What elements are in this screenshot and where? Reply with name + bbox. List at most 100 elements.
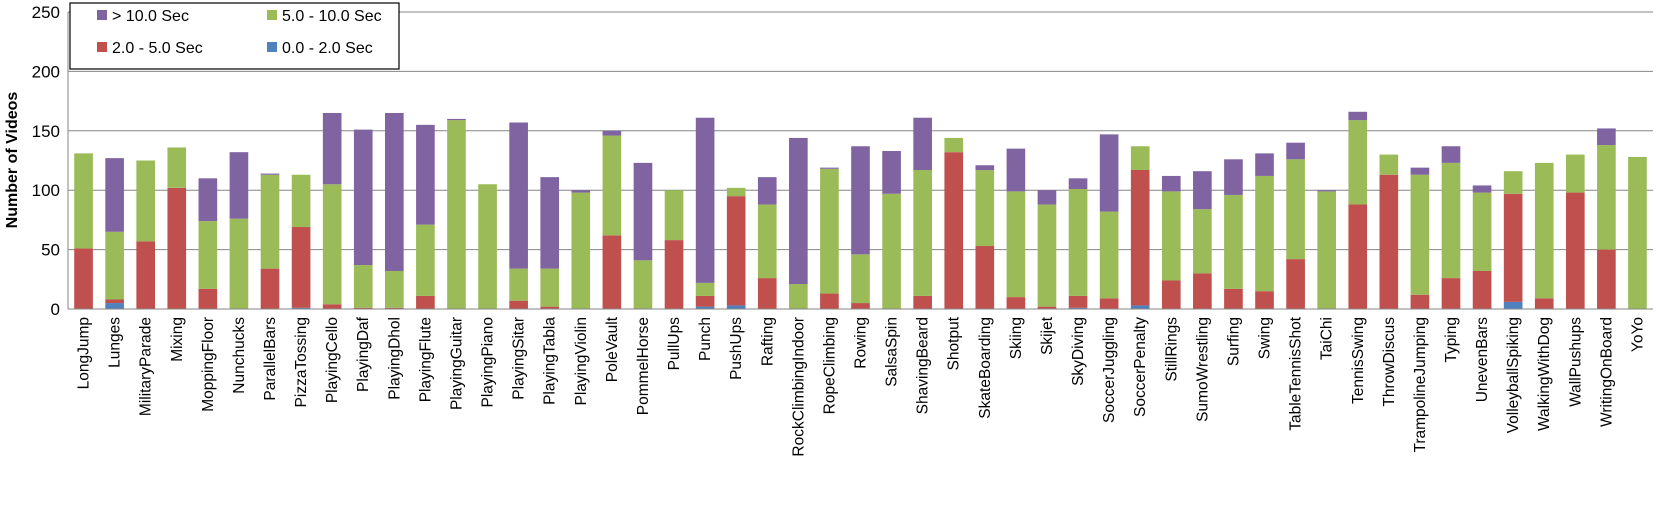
x-category-label: Rafting xyxy=(759,317,776,366)
bar-segment-PlayingSitar-2 xyxy=(509,268,528,301)
bar-segment-LongJump-1 xyxy=(74,248,93,309)
bar-segment-Mixing-1 xyxy=(167,187,187,309)
bar-segment-PlayingDhol-3 xyxy=(385,112,404,271)
bar-segment-SumoWrestling-3 xyxy=(1193,171,1212,210)
bar-segment-ParallelBars-1 xyxy=(260,268,280,309)
bar-segment-Lunges-3 xyxy=(105,158,124,232)
bar-segment-PlayingFlute-3 xyxy=(416,124,435,225)
bar-segment-PushUps-0 xyxy=(726,305,746,309)
bar-segment-SoccerPenalty-2 xyxy=(1130,146,1150,171)
bar-segment-Punch-2 xyxy=(695,282,715,296)
bar-segment-PlayingTabla-2 xyxy=(540,268,560,307)
bar-segment-Punch-1 xyxy=(695,295,715,307)
bar-segment-ShavingBeard-3 xyxy=(913,117,932,171)
bar-segment-PizzaTossing-1 xyxy=(291,227,311,308)
bar-segment-WallPushups-1 xyxy=(1565,192,1585,309)
bar-segment-Skijet-3 xyxy=(1037,190,1057,205)
x-category-label: Mixing xyxy=(169,317,186,362)
x-category-label: PlayingPiano xyxy=(480,317,497,407)
bar-segment-TennisSwing-1 xyxy=(1348,204,1368,309)
bar-segment-SumoWrestling-1 xyxy=(1193,273,1212,309)
bar-segment-SoccerJuggling-3 xyxy=(1099,134,1119,212)
legend-label: 5.0 - 10.0 Sec xyxy=(282,8,382,25)
bar-segment-UnevenBars-1 xyxy=(1472,270,1492,309)
x-category-label: MoppingFloor xyxy=(200,317,217,412)
bar-segment-Nunchucks-3 xyxy=(229,152,249,219)
bar-segment-PlayingCello-3 xyxy=(322,112,342,185)
bar-segment-ThrowDiscus-1 xyxy=(1379,174,1399,309)
bar-segment-YoYo-2 xyxy=(1628,156,1647,309)
bar-segment-SalsaSpin-3 xyxy=(882,150,901,194)
x-category-label: PlayingSitar xyxy=(511,317,528,400)
legend: > 10.0 Sec 5.0 - 10.0 Sec 2.0 - 5.0 Sec 0.0… xyxy=(69,2,400,70)
bar-segment-SkyDiving-0 xyxy=(1068,307,1088,309)
x-category-label: PlayingCello xyxy=(324,317,341,403)
x-category-label: ThrowDiscus xyxy=(1381,317,1398,407)
x-category-label: PizzaTossing xyxy=(293,317,310,407)
bar-segment-Skiing-3 xyxy=(1006,148,1026,192)
bar-segment-TaiChi-3 xyxy=(1317,190,1336,192)
x-category-label: UnevenBars xyxy=(1474,317,1491,403)
bar-segment-TrampolineJumping-2 xyxy=(1410,174,1430,295)
bar-segment-SoccerPenalty-0 xyxy=(1130,305,1150,309)
legend-swatch xyxy=(97,10,107,20)
x-category-label: TableTennisShot xyxy=(1288,316,1305,430)
bar-segment-Rowing-2 xyxy=(851,254,870,304)
y-tick-labels: 0 50 100 150 200 250 xyxy=(32,3,60,319)
bar-segment-PlayingFlute-2 xyxy=(416,224,435,296)
bar-segment-PlayingCello-2 xyxy=(322,184,342,305)
bars xyxy=(74,111,1647,309)
y-axis-title: Number of Videos xyxy=(4,92,21,229)
bar-segment-SalsaSpin-2 xyxy=(882,193,901,309)
bar-segment-Shotput-1 xyxy=(944,152,964,309)
bar-segment-StillRings-2 xyxy=(1161,191,1181,281)
x-category-label: Surfing xyxy=(1225,317,1242,366)
y-tick-label: 200 xyxy=(32,62,60,81)
bar-segment-RopeClimbing-2 xyxy=(820,168,839,294)
bar-segment-Shotput-2 xyxy=(944,137,964,153)
bar-segment-PullUps-2 xyxy=(664,190,684,241)
x-category-label: PlayingDhol xyxy=(386,317,403,400)
bar-segment-Skiing-2 xyxy=(1006,191,1026,298)
bar-segment-SoccerJuggling-1 xyxy=(1099,298,1119,309)
x-category-label: PlayingFlute xyxy=(417,317,434,402)
y-tick-label: 100 xyxy=(32,181,60,200)
x-category-label: Punch xyxy=(697,317,714,361)
bar-segment-PlayingDaf-2 xyxy=(353,265,373,308)
bar-segment-PommelHorse-2 xyxy=(633,260,653,309)
bar-segment-Surfing-3 xyxy=(1224,159,1243,195)
bar-segment-LongJump-2 xyxy=(74,153,93,249)
bar-segment-Skijet-1 xyxy=(1037,306,1057,309)
bar-segment-Typing-2 xyxy=(1441,162,1461,279)
bar-segment-PommelHorse-3 xyxy=(633,162,653,261)
bar-segment-PushUps-1 xyxy=(726,196,746,306)
x-category-label: SumoWrestling xyxy=(1194,317,1211,422)
bar-segment-PizzaTossing-2 xyxy=(291,174,311,228)
bar-segment-PlayingViolin-2 xyxy=(571,192,591,309)
x-category-label: WritingOnBoard xyxy=(1598,317,1615,427)
x-category-label: VolleyballSpiking xyxy=(1505,317,1522,433)
x-category-label: SoccerJuggling xyxy=(1101,317,1118,423)
bar-segment-MilitaryParade-1 xyxy=(136,241,156,309)
x-category-label: MilitaryParade xyxy=(138,317,155,416)
bar-segment-UnevenBars-3 xyxy=(1472,185,1492,193)
bar-segment-PlayingDaf-3 xyxy=(353,129,373,266)
x-category-label: Swing xyxy=(1257,317,1274,359)
bar-segment-SkateBoarding-1 xyxy=(975,246,995,309)
y-tick-label: 0 xyxy=(51,300,60,319)
bar-segment-Nunchucks-2 xyxy=(229,218,249,309)
bar-segment-Surfing-1 xyxy=(1224,288,1243,309)
x-category-label: PlayingGuitar xyxy=(448,317,465,410)
bar-segment-SkyDiving-1 xyxy=(1068,295,1088,308)
bar-segment-PushUps-2 xyxy=(726,187,746,197)
bar-segment-PoleVault-2 xyxy=(602,135,622,236)
bar-segment-TableTennisShot-1 xyxy=(1286,259,1305,309)
bar-segment-SkateBoarding-2 xyxy=(975,170,995,247)
bar-segment-WritingOnBoard-3 xyxy=(1597,128,1616,146)
bar-segment-SoccerPenalty-1 xyxy=(1130,170,1150,306)
x-category-label: Nunchucks xyxy=(231,317,248,394)
legend-label: > 10.0 Sec xyxy=(112,8,189,25)
bar-segment-SkyDiving-2 xyxy=(1068,189,1088,296)
bar-segment-ShavingBeard-1 xyxy=(913,295,932,309)
bar-segment-MilitaryParade-2 xyxy=(136,160,156,242)
